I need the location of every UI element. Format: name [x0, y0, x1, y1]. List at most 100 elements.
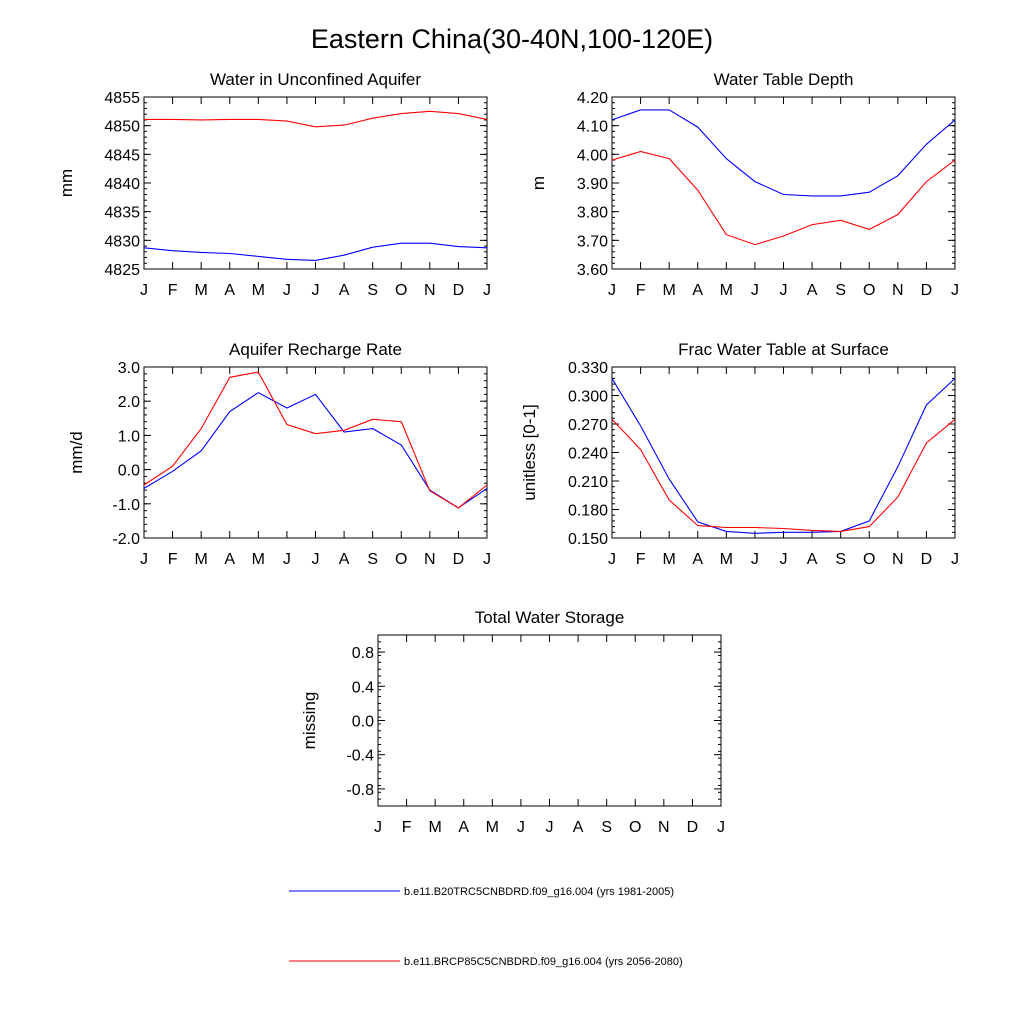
x-tick-label: J — [483, 551, 491, 568]
y-tick-label: 3.60 — [577, 262, 608, 279]
x-tick-label: S — [835, 551, 846, 568]
y-tick-label: 1.0 — [118, 428, 140, 445]
x-tick-label: A — [224, 551, 235, 568]
y-tick-label: 4.20 — [577, 90, 608, 107]
x-tick-label: A — [573, 819, 584, 836]
y-tick-label: -0.8 — [346, 782, 374, 799]
x-tick-label: J — [140, 551, 148, 568]
x-tick-label: O — [395, 551, 407, 568]
x-tick-label: A — [692, 551, 703, 568]
x-tick-label: J — [951, 282, 959, 299]
y-tick-label: 0.270 — [568, 417, 608, 434]
y-tick-label: 0.240 — [568, 446, 608, 463]
panel-water-in-unconfined-aquifer: Water in Unconfined Aquifer mm 4825 4830 483… — [57, 70, 491, 299]
x-tick-label: J — [283, 282, 291, 299]
x-tick-label: S — [601, 819, 612, 836]
x-tick-label: J — [483, 282, 491, 299]
x-tick-label: J — [780, 551, 788, 568]
x-tick-label: D — [687, 819, 699, 836]
x-tick-label: O — [863, 551, 875, 568]
x-tick-label: M — [195, 282, 208, 299]
x-tick-label: J — [608, 551, 616, 568]
x-tick-label: O — [863, 282, 875, 299]
x-tick-label: J — [546, 819, 554, 836]
panel-title: Water in Unconfined Aquifer — [210, 70, 421, 89]
legend-label: b.e11.BRCP85C5CNBDRD.f09_g16.004 (yrs 20… — [404, 956, 683, 968]
y-tick-label: 4.00 — [577, 147, 608, 164]
y-tick-label: 2.0 — [118, 394, 140, 411]
series-line-1 — [143, 242, 488, 261]
y-tick-label: 4825 — [104, 262, 140, 279]
x-tick-label: J — [717, 819, 725, 836]
series-line-1 — [143, 391, 488, 509]
x-tick-label: D — [921, 551, 933, 568]
x-tick-label: J — [608, 282, 616, 299]
x-tick-label: D — [453, 551, 465, 568]
x-tick-label: J — [283, 551, 291, 568]
plot-frame — [611, 366, 956, 539]
x-tick-label: N — [892, 282, 904, 299]
x-tick-label: F — [636, 282, 646, 299]
y-tick-label: 0.330 — [568, 360, 608, 377]
x-tick-label: J — [140, 282, 148, 299]
y-axis-label: unitless [0-1] — [520, 404, 539, 500]
x-tick-label: F — [168, 551, 178, 568]
x-tick-label: S — [367, 282, 378, 299]
y-tick-label: 0.0 — [352, 714, 374, 731]
y-tick-label: 3.70 — [577, 233, 608, 250]
figure-title: Eastern China(30-40N,100-120E) — [311, 24, 713, 54]
x-tick-label: S — [367, 551, 378, 568]
x-tick-label: A — [339, 551, 350, 568]
y-tick-label: 0.150 — [568, 531, 608, 548]
x-tick-label: J — [780, 282, 788, 299]
x-tick-label: J — [751, 551, 759, 568]
x-tick-label: F — [168, 282, 178, 299]
y-tick-label: 4845 — [104, 147, 140, 164]
x-tick-label: A — [807, 282, 818, 299]
x-tick-label: M — [195, 551, 208, 568]
series-line-2 — [143, 371, 488, 509]
x-tick-label: A — [339, 282, 350, 299]
y-tick-label: 0.8 — [352, 645, 374, 662]
y-tick-label: 3.80 — [577, 205, 608, 222]
y-tick-label: 4850 — [104, 119, 140, 136]
x-tick-label: A — [807, 551, 818, 568]
legend: b.e11.B20TRC5CNBDRD.f09_g16.004 (yrs 198… — [289, 886, 683, 968]
x-tick-label: M — [486, 819, 499, 836]
x-tick-label: J — [374, 819, 382, 836]
x-tick-label: A — [224, 282, 235, 299]
y-tick-label: -2.0 — [112, 531, 140, 548]
x-tick-label: J — [312, 282, 320, 299]
x-tick-label: N — [892, 551, 904, 568]
y-tick-label: 4855 — [104, 90, 140, 107]
x-tick-label: J — [951, 551, 959, 568]
panel-title: Water Table Depth — [714, 70, 854, 89]
x-tick-label: N — [424, 282, 436, 299]
x-tick-label: N — [424, 551, 436, 568]
plot-frame — [143, 96, 488, 270]
series-line-2 — [611, 150, 956, 246]
y-axis-label: m — [529, 176, 548, 190]
x-tick-label: D — [453, 282, 465, 299]
x-tick-label: D — [921, 282, 933, 299]
panel-total-water-storage: Total Water Storage missing -0.8 -0.4 0.0 0.4… — [300, 608, 725, 836]
series-line-1 — [611, 109, 956, 197]
y-tick-label: 3.90 — [577, 176, 608, 193]
y-tick-label: 4835 — [104, 205, 140, 222]
y-tick-label: 0.4 — [352, 679, 374, 696]
plot-frame — [143, 366, 488, 539]
series-line-1 — [611, 377, 956, 534]
x-tick-label: A — [458, 819, 469, 836]
y-tick-label: 0.180 — [568, 503, 608, 520]
y-tick-label: -1.0 — [112, 497, 140, 514]
series-line-2 — [144, 110, 488, 128]
x-tick-label: F — [402, 819, 412, 836]
legend-entry: b.e11.B20TRC5CNBDRD.f09_g16.004 (yrs 198… — [289, 886, 674, 898]
x-tick-label: J — [517, 819, 525, 836]
x-tick-label: M — [663, 282, 676, 299]
x-tick-label: J — [751, 282, 759, 299]
x-tick-label: J — [312, 551, 320, 568]
y-tick-label: 0.300 — [568, 389, 608, 406]
y-axis-label: mm/d — [67, 431, 86, 474]
